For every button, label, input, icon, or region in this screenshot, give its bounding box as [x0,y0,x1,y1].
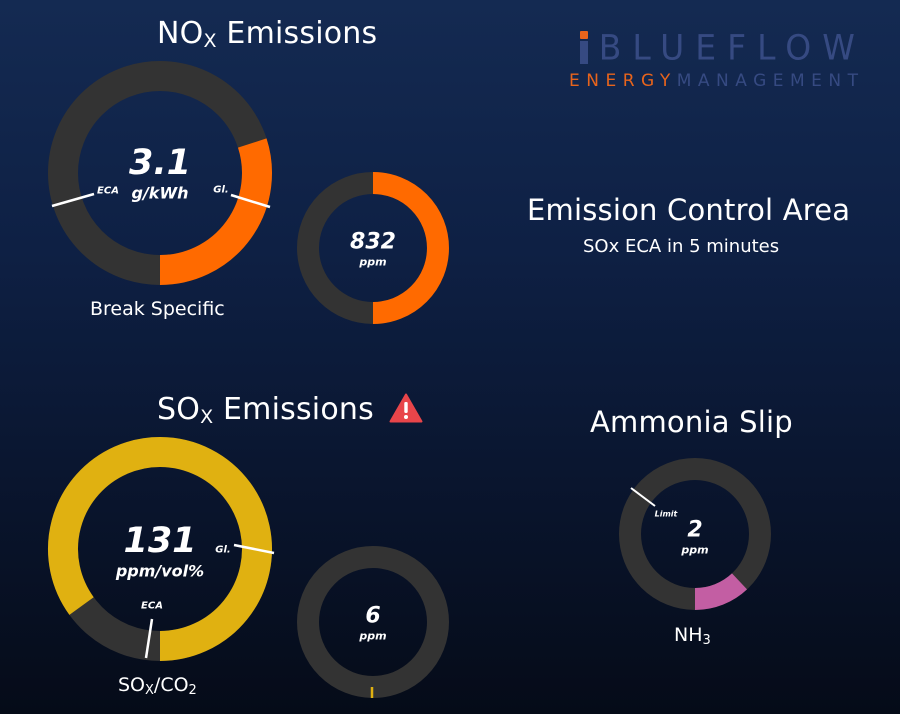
nox-ppm-fill [372,172,449,324]
nox-title: NOX Emissions [157,16,378,52]
sox-ppm-unit: ppm [359,629,387,643]
ammonia-limit-marker [630,487,656,507]
ammonia-limit-label: Limit [654,509,678,519]
sox-eca-marker [144,618,154,659]
logo-tagline: ENERGYMANAGEMENT [569,71,865,91]
nox-ppm-unit: ppm [359,255,387,269]
ammonia-unit: ppm [681,543,709,557]
nox-break-specific-value: 3.1 [128,143,192,183]
nox-eca-marker [51,192,95,208]
sox-ratio-value: 131 [123,521,197,561]
eca-title: Emission Control Area [527,193,851,227]
warning-triangle-icon [389,393,423,423]
sox-global-label: Gl. [215,544,231,556]
ammonia-title: Ammonia Slip [590,405,793,439]
sox-ppm-gauge [297,546,449,698]
ammonia-caption: NH3 [674,624,711,648]
sox-eca-label: ECA [141,600,163,612]
nox-ppm-gauge [297,172,449,324]
nox-global-label: Gl. [213,184,229,196]
sox-title: SOX Emissions [157,392,374,428]
nox-break-specific-gauge [48,61,272,285]
sox-global-marker [233,543,275,555]
sox-ppm-value: 6 [365,603,381,629]
blueflow-logo-mark-icon [580,31,588,64]
nox-break-specific-fill [159,138,272,285]
ammonia-fill [694,573,748,610]
ammonia-gauge [619,458,771,610]
nox-ppm-value: 832 [350,229,396,255]
sox-ratio-caption: SOX/CO2 [118,674,197,698]
logo-brand: IBLUEFLOW [598,27,866,68]
nox-break-specific-caption: Break Specific [90,298,225,320]
ammonia-value: 2 [687,517,703,543]
sox-ratio-gauge [48,437,275,661]
sox-ratio-fill [48,437,272,661]
sox-ratio-unit: ppm/vol% [115,561,205,581]
nox-global-marker [230,193,271,209]
nox-eca-label: ECA [97,185,119,197]
nox-break-specific-unit: g/kWh [131,183,189,203]
eca-subtitle: SOx ECA in 5 minutes [583,236,780,257]
